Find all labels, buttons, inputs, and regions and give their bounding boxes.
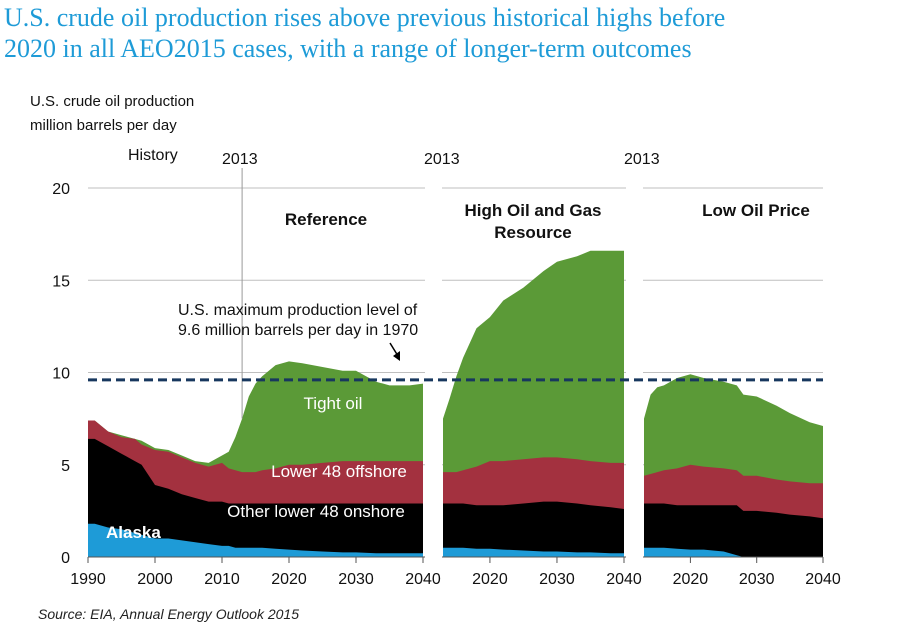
x-tick-label: 2040: [805, 571, 841, 588]
x-tick-label: 2020: [271, 571, 307, 588]
panel-reference: [87, 361, 424, 563]
y-axis-label-line-2: million barrels per day: [30, 117, 177, 134]
divider-year-label: 2013: [424, 151, 460, 168]
alaska-area: [88, 523, 423, 557]
max-production-label-line-1: U.S. maximum production level of: [178, 302, 418, 319]
panel-title: Resource: [494, 223, 571, 242]
y-tick-label: 20: [52, 181, 70, 198]
panel-gap: [626, 160, 643, 560]
title-line-2: 2020 in all AEO2015 cases, with a range …: [4, 34, 692, 63]
source-note: Source: EIA, Annual Energy Outlook 2015: [38, 606, 299, 622]
x-tick-label: 2010: [204, 571, 240, 588]
alaska-area: [443, 547, 624, 557]
panel-title: High Oil and Gas: [465, 201, 602, 220]
series-label-alaska: Alaska: [106, 523, 161, 542]
x-tick-label: 2030: [539, 571, 575, 588]
x-tick-label: 2000: [137, 571, 173, 588]
divider-year-label: 2013: [222, 151, 258, 168]
other-onshore-area: [88, 438, 423, 557]
y-tick-label: 15: [52, 273, 70, 290]
history-label: History: [128, 147, 178, 164]
divider-year-label: 2013: [624, 151, 660, 168]
series-label-offshore: Lower 48 offshore: [271, 462, 407, 481]
x-tick-label: 2030: [338, 571, 374, 588]
x-tick-label: 2020: [472, 571, 508, 588]
y-tick-label: 0: [61, 550, 70, 567]
x-tick-label: 2030: [739, 571, 775, 588]
y-axis-label: U.S. crude oil production million barrel…: [30, 90, 194, 138]
panel-low-oil-price: [644, 374, 824, 563]
x-tick-label: 2020: [673, 571, 709, 588]
panel-title: Reference: [285, 210, 367, 229]
x-tick-label: 1990: [70, 571, 106, 588]
alaska-area: [644, 547, 823, 557]
series-label-tight-oil: Tight oil: [304, 394, 363, 413]
other-onshore-area: [443, 501, 624, 557]
panel-title: Low Oil Price: [702, 201, 810, 220]
x-tick-label: 2040: [606, 571, 642, 588]
title-line-1: U.S. crude oil production rises above pr…: [4, 3, 726, 32]
x-tick-label: 2040: [405, 571, 441, 588]
y-axis-label-line-1: U.S. crude oil production: [30, 93, 195, 110]
y-tick-label: 10: [52, 366, 70, 383]
chart-title: U.S. crude oil production rises above pr…: [4, 2, 894, 64]
panel-high-oil-and-gas-resource: [443, 250, 625, 563]
y-tick-label: 5: [61, 458, 70, 475]
max-production-arrow-head: [393, 351, 400, 361]
max-production-label-line-2: 9.6 million barrels per day in 1970: [178, 322, 418, 339]
panel-gap: [425, 160, 442, 560]
series-label-other-onshore: Other lower 48 onshore: [227, 502, 405, 521]
other-onshore-area: [644, 503, 823, 557]
